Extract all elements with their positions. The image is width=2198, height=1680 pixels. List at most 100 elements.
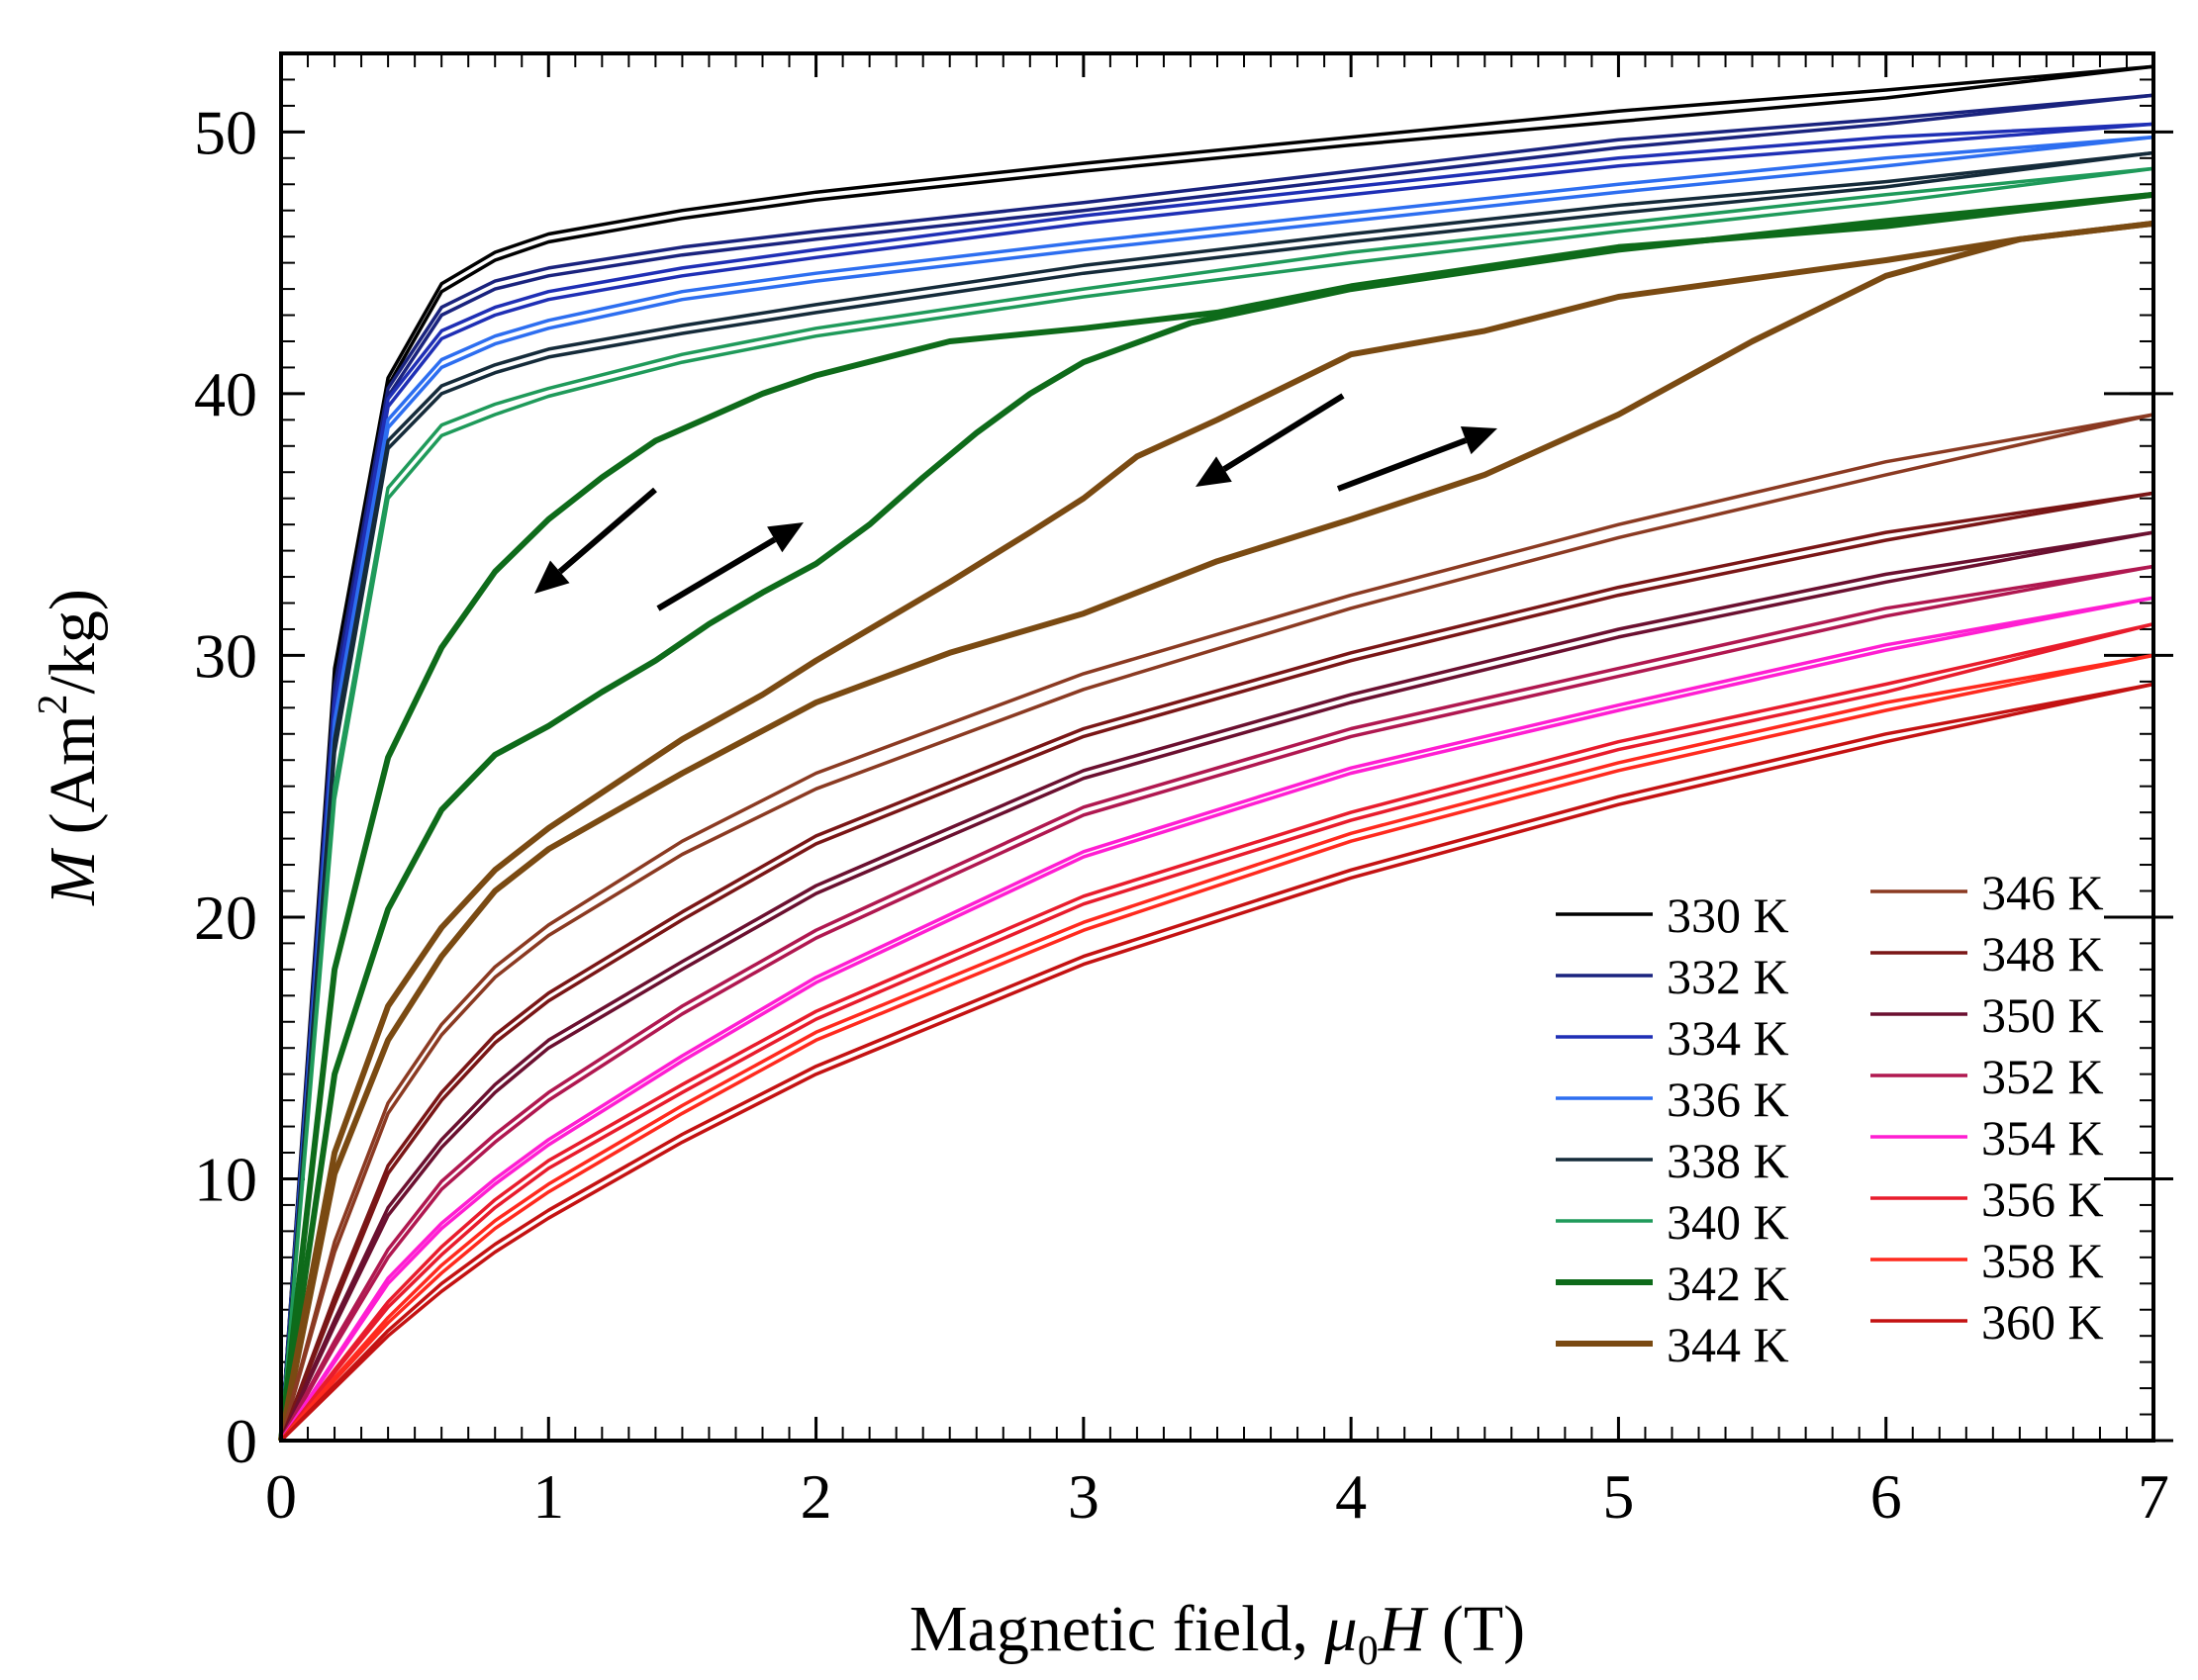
series-340k (279, 166, 2154, 1442)
series-line-increasing (278, 220, 2154, 1442)
legend-entry: 336 K (1556, 1072, 1789, 1127)
legend-entry: 346 K (1870, 865, 2104, 920)
series-line-increasing (279, 122, 2154, 1442)
series-350k (279, 530, 2154, 1442)
x-tick-label: 5 (1602, 1461, 1634, 1532)
series-line-increasing (278, 191, 2154, 1442)
legend-label: 352 K (1981, 1049, 2104, 1104)
legend-label: 348 K (1981, 926, 2104, 981)
series-354k (279, 596, 2154, 1442)
legend-entry: 342 K (1556, 1256, 1789, 1311)
arrow-shaft (557, 487, 657, 575)
y-axis-title: M (Am2/kg) (31, 589, 109, 906)
arrow-head (767, 522, 804, 553)
series-line-increasing (279, 530, 2154, 1442)
field-sweep-arrow (534, 487, 657, 594)
legend-label: 338 K (1667, 1133, 1789, 1188)
arrow-head (1460, 426, 1497, 455)
series-line-decreasing (279, 530, 2154, 1442)
y-axis-title-var: M (37, 847, 109, 906)
series-line-decreasing (279, 564, 2154, 1442)
legend: 330 K 332 K 334 K 336 K 338 K 340 K 342 K 344 K… (1556, 865, 2104, 1372)
series-line-decreasing (279, 621, 2154, 1443)
plot-frame (279, 51, 2155, 1443)
legend-label: 334 K (1667, 1010, 1789, 1066)
legend-entry: 350 K (1870, 987, 2104, 1043)
arrow-shaft (1222, 393, 1345, 472)
series-line-decreasing (279, 122, 2154, 1442)
arrow-head (534, 560, 570, 594)
x-tick-label: 4 (1335, 1461, 1367, 1532)
x-tick-label: 1 (532, 1461, 564, 1532)
arrow-head (1195, 456, 1232, 487)
legend-label: 356 K (1981, 1171, 2104, 1227)
series-line-decreasing (279, 150, 2154, 1442)
legend-label: 358 K (1981, 1233, 2104, 1288)
legend-entry: 354 K (1870, 1110, 2104, 1166)
x-axis-title-sub: 0 (1358, 1629, 1379, 1674)
y-tick-label: 50 (194, 97, 257, 167)
series-line-decreasing (279, 166, 2154, 1442)
legend-entry: 356 K (1870, 1171, 2104, 1227)
legend-entry: 358 K (1870, 1233, 2104, 1288)
series-line-decreasing (279, 135, 2154, 1442)
series-line-decreasing (279, 413, 2154, 1442)
legend-entry: 334 K (1556, 1010, 1789, 1066)
legend-entry: 330 K (1556, 887, 1789, 943)
x-axis-title: Magnetic field, μ0H (T) (909, 1593, 1525, 1674)
series-line-increasing (279, 150, 2154, 1442)
y-axis-title-close: /kg) (37, 589, 109, 694)
series-line-decreasing (279, 682, 2154, 1443)
series-360k (279, 682, 2154, 1443)
y-tick-label: 10 (194, 1144, 257, 1214)
field-sweep-arrow (656, 522, 804, 611)
legend-entry: 332 K (1556, 949, 1789, 1004)
series-line-increasing (279, 491, 2154, 1442)
series-356k (279, 621, 2154, 1443)
x-tick-label: 2 (801, 1461, 832, 1532)
annotation-arrows (534, 393, 1497, 611)
legend-entry: 338 K (1556, 1133, 1789, 1188)
legend-entry: 352 K (1870, 1049, 2104, 1104)
series-334k (279, 122, 2154, 1442)
legend-label: 354 K (1981, 1110, 2104, 1166)
series-358k (279, 653, 2154, 1443)
series-layer (278, 64, 2154, 1443)
y-tick-label: 0 (226, 1406, 257, 1476)
series-line-decreasing (278, 191, 2154, 1442)
y-tick-label: 30 (194, 620, 257, 691)
y-tick-label: 40 (194, 359, 257, 429)
series-line-decreasing (278, 220, 2154, 1442)
legend-label: 336 K (1667, 1072, 1789, 1127)
x-axis-title-var: H (1378, 1593, 1429, 1665)
x-axis-title-prefix: Magnetic field, (909, 1593, 1325, 1665)
x-axis-title-mu: μ (1324, 1593, 1358, 1665)
series-line-increasing (279, 166, 2154, 1442)
axis-tick-labels: 0 1 2 3 4 5 6 7 0 10 20 30 40 50 (194, 97, 2169, 1532)
series-line-increasing (279, 135, 2154, 1442)
legend-label: 344 K (1667, 1317, 1789, 1372)
series-352k (279, 564, 2154, 1442)
series-line-increasing (279, 653, 2154, 1443)
series-line-decreasing (279, 596, 2154, 1442)
series-336k (279, 135, 2154, 1442)
arrow-shaft (656, 536, 777, 611)
series-line-increasing (279, 93, 2154, 1442)
series-line-increasing (279, 413, 2154, 1442)
x-axis-title-unit: (T) (1425, 1593, 1525, 1665)
legend-label: 350 K (1981, 987, 2104, 1043)
y-axis-title-open: (Am (37, 714, 109, 850)
series-line-decreasing (279, 653, 2154, 1443)
series-338k (279, 150, 2154, 1442)
field-sweep-arrow (1336, 426, 1497, 492)
x-tick-label: 7 (2138, 1461, 2169, 1532)
x-tick-label: 3 (1068, 1461, 1099, 1532)
x-tick-label: 6 (1870, 1461, 1902, 1532)
series-line-increasing (279, 622, 2154, 1443)
legend-entry: 360 K (1870, 1294, 2104, 1350)
series-line-increasing (279, 564, 2154, 1442)
y-tick-label: 20 (194, 883, 257, 953)
y-axis-title-sup: 2 (31, 694, 76, 714)
series-line-decreasing (279, 491, 2154, 1442)
